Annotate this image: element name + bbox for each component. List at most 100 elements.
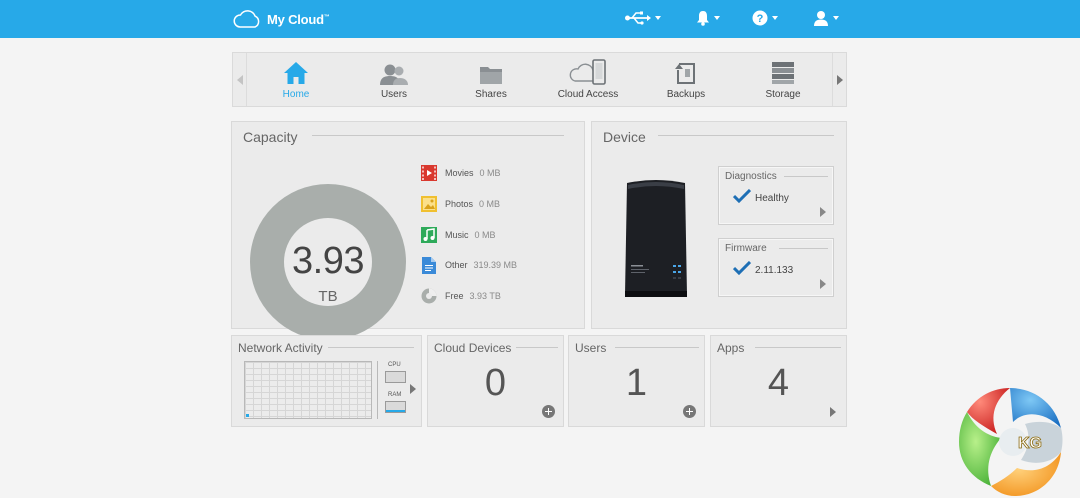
chevron-down-icon [833, 16, 839, 20]
network-activity-title: Network Activity [238, 341, 323, 355]
tab-shares-label: Shares [475, 89, 507, 100]
tab-home-label: Home [282, 89, 310, 100]
apps-panel[interactable]: Apps 4 [710, 335, 847, 427]
cloud-devices-count: 0 [484, 362, 507, 404]
home-icon [284, 62, 308, 84]
nav-scroll-right[interactable] [832, 53, 846, 106]
legend-photos-value: 0 MB [479, 199, 501, 209]
legend-movies-name: Movies [445, 168, 474, 178]
chevron-down-icon [772, 16, 778, 20]
cloud-devices-title: Cloud Devices [434, 341, 512, 355]
users-title: Users [575, 341, 607, 355]
diagnostics-box[interactable]: Diagnostics Healthy [718, 166, 834, 225]
user-menu-button[interactable] [813, 10, 839, 26]
divider [784, 176, 828, 177]
movies-icon [420, 165, 437, 181]
tab-users[interactable]: Users [346, 53, 442, 106]
divider [516, 347, 558, 348]
legend-photos: Photos 0 MB [420, 195, 500, 213]
legend-movies: Movies 0 MB [420, 164, 501, 182]
tab-backups-label: Backups [666, 89, 706, 100]
usb-menu-button[interactable] [625, 10, 661, 26]
notifications-button[interactable] [696, 10, 720, 26]
legend-music-name: Music [445, 230, 469, 240]
main-navigation: Home Users Shares [232, 52, 847, 107]
checkmark-icon [733, 261, 751, 275]
add-cloud-device-button[interactable] [542, 405, 555, 418]
chevron-down-icon [714, 16, 720, 20]
tab-backups[interactable]: Backups [638, 53, 734, 106]
ram-meter-fill [386, 410, 405, 412]
ram-label: RAM [388, 392, 402, 398]
legend-other-value: 319.39 MB [473, 260, 518, 270]
users-icon [380, 64, 408, 85]
capacity-total-value: 3.93 [292, 240, 364, 282]
top-header-bar: My Cloud™ ? [0, 0, 1080, 38]
backups-icon [675, 63, 695, 84]
network-arrow-icon[interactable] [410, 384, 416, 394]
firmware-version: 2.11.133 [755, 265, 794, 276]
pie-icon [421, 288, 436, 304]
cloud-device-icon [569, 59, 606, 85]
nav-scroll-left[interactable] [233, 53, 247, 106]
add-user-button[interactable] [683, 405, 696, 418]
trademark-mark: ™ [323, 14, 330, 21]
firmware-box[interactable]: Firmware 2.11.133 [718, 238, 834, 297]
tab-users-label: Users [380, 89, 408, 100]
divider [312, 135, 564, 136]
divider [615, 347, 699, 348]
chevron-down-icon [655, 16, 661, 20]
diagnostics-status: Healthy [755, 193, 789, 204]
my-cloud-logo[interactable]: My Cloud™ [232, 9, 330, 29]
tab-home[interactable]: Home [248, 53, 344, 106]
legend-free: Free 3.93 TB [420, 287, 501, 305]
divider [658, 135, 834, 136]
graph-marker [246, 414, 249, 417]
svg-text:?: ? [757, 13, 764, 25]
firmware-title: Firmware [725, 243, 767, 254]
device-title: Device [603, 129, 646, 145]
chevron-right-icon [836, 74, 843, 85]
network-activity-graph [244, 361, 372, 419]
users-count: 1 [625, 362, 648, 404]
apps-title: Apps [717, 341, 745, 355]
cloud-devices-panel[interactable]: Cloud Devices 0 [427, 335, 564, 427]
cpu-label: CPU [388, 362, 401, 368]
brand-name: My Cloud [267, 11, 324, 27]
bell-icon [697, 11, 709, 26]
apps-count: 4 [767, 362, 790, 404]
divider [328, 347, 414, 348]
users-panel[interactable]: Users 1 [568, 335, 705, 427]
help-icon: ? [752, 10, 768, 26]
capacity-title: Capacity [243, 129, 298, 145]
divider [377, 361, 378, 419]
legend-music: Music 0 MB [420, 226, 496, 244]
divider [755, 347, 841, 348]
cpu-meter [385, 371, 406, 383]
legend-free-value: 3.93 TB [469, 291, 501, 301]
apps-arrow-icon[interactable] [830, 407, 836, 417]
usb-icon [625, 11, 651, 25]
kg-logo-text: KG [1018, 435, 1042, 452]
tab-cloud-access-label: Cloud Access [557, 89, 619, 100]
user-icon [814, 11, 828, 26]
capacity-donut-chart: 3.93 TB [250, 184, 406, 340]
tab-shares[interactable]: Shares [443, 53, 539, 106]
folder-icon [480, 67, 502, 84]
divider [779, 248, 828, 249]
tab-storage-label: Storage [765, 89, 801, 100]
photos-icon [420, 196, 437, 212]
diagnostics-arrow-icon[interactable] [820, 207, 826, 217]
diagnostics-title: Diagnostics [725, 171, 777, 182]
help-button[interactable]: ? [752, 10, 778, 26]
legend-music-value: 0 MB [474, 230, 496, 240]
checkmark-icon [733, 189, 751, 203]
tab-storage[interactable]: Storage [735, 53, 831, 106]
tab-cloud-access[interactable]: Cloud Access [540, 53, 636, 106]
ram-meter [385, 401, 406, 413]
music-icon [420, 227, 437, 243]
capacity-total-unit: TB [318, 288, 338, 305]
cloud-icon [233, 10, 260, 28]
legend-photos-name: Photos [445, 199, 474, 209]
firmware-arrow-icon[interactable] [820, 279, 826, 289]
